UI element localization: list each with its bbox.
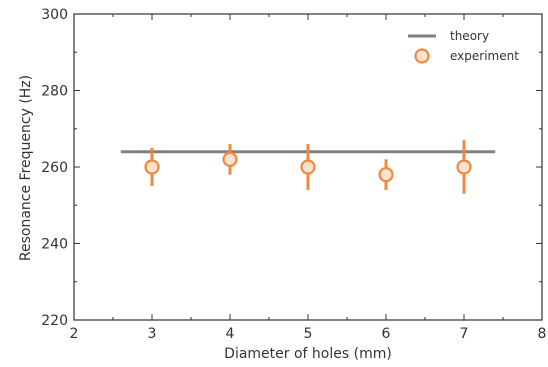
experiment-point (144, 159, 160, 175)
experiment-point (378, 167, 394, 183)
x-tick-label: 2 (70, 326, 79, 342)
chart-marks (120, 140, 496, 194)
legend-experiment-marker (414, 48, 430, 64)
y-tick-label: 240 (41, 237, 68, 253)
axis-ticks: 2 3 4 5 6 7 8 220 240 260 280 300 (41, 7, 546, 342)
x-tick-label: 3 (148, 326, 157, 342)
x-tick-label: 5 (304, 326, 313, 342)
x-tick-label: 6 (382, 326, 391, 342)
experiment-point (456, 159, 472, 175)
x-tick-label: 8 (538, 326, 547, 342)
y-tick-label: 300 (41, 7, 68, 23)
y-tick-label: 280 (41, 84, 68, 100)
y-tick-label: 260 (41, 160, 68, 176)
x-tick-label: 4 (226, 326, 235, 342)
experiment-point (300, 159, 316, 175)
legend: theory experiment (408, 29, 519, 64)
legend-experiment-label: experiment (450, 49, 519, 63)
legend-theory-label: theory (450, 29, 489, 43)
y-tick-label: 220 (41, 313, 68, 329)
x-axis-label: Diameter of holes (mm) (224, 346, 392, 362)
y-axis-label: Resonance Frequency (Hz) (18, 75, 34, 261)
x-tick-label: 7 (460, 326, 469, 342)
experiment-point (222, 151, 238, 167)
